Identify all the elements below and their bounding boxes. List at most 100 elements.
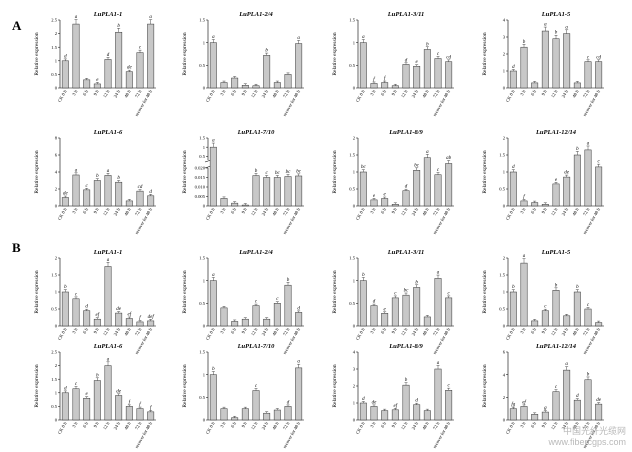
x-tick-label: 6 h — [82, 206, 90, 214]
x-tick-label: 9 h — [92, 88, 100, 96]
chart-title: LuPLA1-2/4 — [238, 11, 273, 18]
x-tick-label: 48 h — [571, 206, 580, 216]
chart-title: LuPLA1-8/9 — [388, 343, 423, 350]
y-axis-label: Relative expression — [182, 150, 188, 193]
x-tick-label: 72 h — [432, 206, 441, 216]
y-tick-label: 0.005 — [195, 194, 206, 199]
bar — [83, 311, 89, 326]
bar — [445, 298, 451, 326]
significance-label: c — [555, 385, 558, 390]
bar — [585, 309, 591, 326]
bar — [62, 198, 68, 207]
bar — [285, 285, 291, 326]
bar — [210, 147, 216, 206]
bar — [242, 409, 248, 420]
x-tick-label: 24 h — [261, 420, 270, 430]
y-tick-label: 2 — [55, 256, 58, 261]
significance-label: f — [150, 406, 152, 411]
y-tick-label: 1 — [203, 40, 206, 45]
y-tick-label: 4 — [353, 350, 356, 355]
bar — [221, 83, 227, 88]
bar — [574, 83, 580, 88]
y-axis-label: Relative expression — [182, 32, 188, 75]
significance-label: e — [416, 60, 419, 65]
significance-label: d — [149, 190, 152, 195]
bar — [274, 83, 280, 88]
significance-label: a — [565, 25, 568, 30]
bar — [242, 319, 248, 326]
y-tick-label: 1.5 — [51, 45, 57, 50]
bar — [94, 84, 100, 88]
x-tick-label: 12 h — [250, 420, 259, 430]
watermark-site: 中国光纤光缆网 — [548, 426, 626, 437]
bar — [210, 375, 216, 420]
x-tick-label: 9 h — [540, 420, 548, 428]
significance-label: f — [139, 316, 141, 321]
significance-label: b — [96, 174, 99, 179]
y-tick-label: 2 — [503, 395, 506, 400]
x-tick-label: 12 h — [250, 326, 259, 336]
x-tick-label: 24 h — [411, 420, 420, 430]
y-tick-label: 1.5 — [199, 256, 205, 261]
bar — [531, 321, 537, 326]
x-tick-label: 48 h — [123, 88, 132, 98]
significance-label: b — [576, 147, 579, 152]
y-axis-label: Relative expression — [332, 270, 338, 313]
y-tick-label: 4 — [503, 372, 506, 377]
x-tick-label: CK 0 h — [205, 206, 216, 221]
y-tick-label: 4 — [55, 170, 58, 175]
significance-label: e — [373, 194, 376, 199]
y-tick-label: 4 — [503, 18, 506, 23]
x-tick-label: 12 h — [102, 420, 111, 430]
y-tick-label: 0 — [503, 324, 506, 329]
x-tick-label: 72 h — [282, 326, 291, 336]
bar — [403, 191, 409, 206]
y-tick-label: 1.5 — [199, 350, 205, 355]
significance-label: b — [512, 285, 515, 290]
x-tick-label: 9 h — [240, 326, 248, 334]
watermark: 中国光纤光缆网 www.fibercgps.com — [548, 426, 626, 448]
y-tick-label: 0.5 — [499, 307, 505, 312]
bar — [371, 200, 377, 206]
bar — [445, 62, 451, 88]
y-tick-label: 1.5 — [349, 153, 355, 158]
chart-title: LuPLA1-12/14 — [535, 129, 577, 136]
y-tick-label: 0.020 — [195, 166, 206, 171]
y-tick-label: 2 — [353, 136, 356, 141]
x-tick-label: CK 0 h — [505, 206, 516, 221]
significance-label: bc — [286, 170, 292, 175]
significance-label: ef — [522, 400, 526, 405]
x-tick-label: 9 h — [92, 420, 100, 428]
x-tick-label: CK 0 h — [57, 326, 68, 341]
x-tick-label: 9 h — [540, 206, 548, 214]
significance-label: e — [86, 392, 89, 397]
x-tick-label: CK 0 h — [205, 326, 216, 341]
y-tick-label: 0.5 — [199, 301, 205, 306]
bar — [403, 385, 409, 420]
bar — [371, 306, 377, 326]
y-tick-label: 1 — [503, 290, 506, 295]
bar — [381, 411, 387, 420]
bar — [147, 24, 153, 88]
significance-label: c — [266, 171, 269, 176]
y-tick-label: 1.5 — [349, 256, 355, 261]
bar — [105, 267, 111, 327]
bar — [371, 83, 377, 88]
significance-label: cd — [596, 55, 601, 60]
bar — [83, 80, 89, 88]
x-tick-label: 24 h — [411, 206, 420, 216]
significance-label: a — [565, 362, 568, 367]
chart-title: LuPLA1-3/11 — [387, 11, 424, 18]
bar — [521, 201, 527, 206]
bar — [392, 86, 398, 88]
y-tick-label: 1 — [353, 40, 356, 45]
x-tick-label: 6 h — [230, 206, 238, 214]
bar — [285, 406, 291, 420]
significance-label: c — [75, 382, 78, 387]
bar — [210, 43, 216, 88]
bar — [424, 317, 430, 326]
x-tick-label: CK 0 h — [355, 88, 366, 103]
significance-label: def — [148, 315, 155, 320]
chart-title: LuPLA1-5 — [541, 11, 571, 18]
significance-label: b — [523, 40, 526, 45]
